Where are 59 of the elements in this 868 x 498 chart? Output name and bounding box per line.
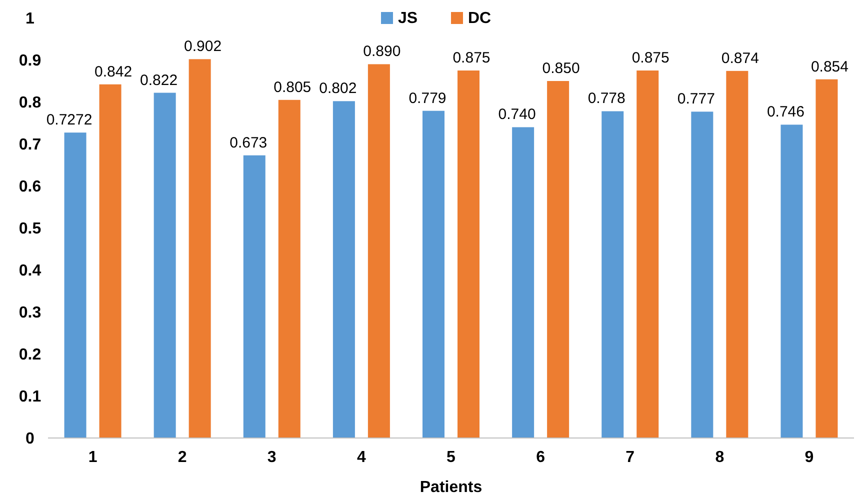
bar [636, 70, 659, 438]
data-label: 0.673 [230, 134, 268, 152]
data-label: 0.854 [810, 58, 848, 76]
data-label: 0.875 [632, 50, 670, 66]
data-label: 0.779 [408, 90, 446, 107]
x-tick-label: 6 [536, 449, 546, 466]
x-tick-label: 4 [356, 449, 366, 466]
y-tick-label: 0.5 [18, 220, 42, 238]
y-tick-label: 0.2 [18, 346, 42, 364]
bar [64, 132, 86, 438]
legend-label: JS [398, 10, 418, 27]
bar [547, 81, 570, 438]
y-tick-label: 0.6 [18, 178, 42, 196]
y-tick-label: 0.9 [18, 52, 42, 70]
bar [188, 59, 211, 438]
data-label: 0.740 [498, 106, 536, 124]
y-tick-label: 0.8 [18, 94, 42, 112]
data-label: 0.850 [542, 60, 580, 77]
y-tick-label: 0 [26, 430, 35, 448]
data-label: 0.822 [140, 72, 178, 89]
bar [154, 92, 176, 438]
data-label: 0.802 [319, 80, 357, 98]
bar [816, 79, 838, 438]
bar [726, 70, 748, 438]
data-label: 0.890 [363, 43, 401, 60]
y-tick-label: 0.3 [18, 304, 42, 322]
bar [602, 111, 624, 438]
x-tick-label: 7 [626, 449, 635, 466]
y-tick-label: 0.7 [18, 136, 42, 154]
x-tick-label: 8 [715, 449, 724, 466]
data-label: 0.875 [452, 50, 490, 66]
bar [422, 110, 444, 438]
x-axis-title: Patients [420, 479, 482, 496]
bar [780, 124, 803, 438]
bar [512, 127, 534, 438]
bar [368, 64, 390, 438]
data-label: 0.778 [588, 90, 626, 108]
x-tick-label: 5 [446, 449, 456, 466]
bar [278, 100, 300, 438]
legend-label: DC [468, 10, 492, 27]
x-tick-label: 9 [804, 449, 814, 466]
data-label: 0.777 [677, 90, 715, 108]
y-tick-label: 0.1 [18, 388, 42, 406]
data-label: 0.7272 [46, 112, 92, 129]
data-label: 0.874 [721, 50, 759, 67]
x-tick-label: 1 [88, 449, 98, 466]
data-label: 0.805 [274, 78, 312, 96]
bar [243, 155, 266, 438]
y-tick-label: 1 [26, 10, 35, 28]
y-tick-label: 0.4 [18, 262, 42, 280]
bar [99, 84, 122, 438]
data-label: 0.842 [94, 63, 132, 80]
data-label: 0.746 [766, 104, 804, 121]
bar [691, 112, 714, 438]
x-tick-label: 2 [178, 449, 187, 466]
x-tick-label: 3 [267, 449, 276, 466]
bar [332, 101, 355, 438]
data-label: 0.902 [184, 38, 222, 56]
bar [458, 70, 480, 438]
